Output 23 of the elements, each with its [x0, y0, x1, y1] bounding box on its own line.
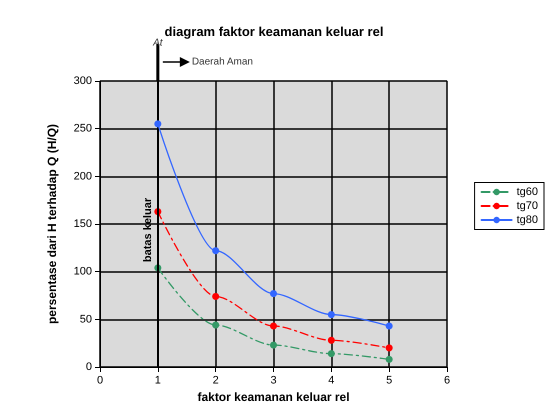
chart-title: diagram faktor keamanan keluar rel: [164, 24, 384, 39]
x-axis-title: faktor keamanan keluar rel: [197, 390, 350, 404]
x-tick-label: 2: [212, 374, 219, 386]
y-tick-label: 0: [86, 361, 92, 373]
y-tick-label: 150: [74, 218, 92, 230]
x-tick-label: 5: [386, 374, 392, 386]
y-tick-label: 200: [74, 170, 92, 182]
y-tick-label: 250: [74, 122, 92, 135]
legend-label: tg60: [516, 186, 538, 198]
x-tick-label: 0: [96, 374, 104, 386]
x-tick-label: 4: [328, 374, 334, 386]
ref-line-label: batas keluar: [142, 197, 154, 262]
text: Daerah Aman: [192, 56, 253, 68]
y-axis-title: persentase dari H terhadap Q (H/Q): [45, 124, 59, 324]
y-tick-label: 50: [80, 313, 92, 326]
y-tick-label: 300: [74, 75, 92, 87]
x-tick-label: 6: [444, 374, 450, 386]
x-tick-label: 1: [154, 374, 161, 386]
legend-label: tg80: [516, 214, 538, 226]
x-tick-label: 3: [270, 374, 277, 386]
text: At: [152, 38, 164, 48]
legend-label: tg70: [516, 200, 538, 212]
y-tick-label: 100: [74, 266, 92, 278]
